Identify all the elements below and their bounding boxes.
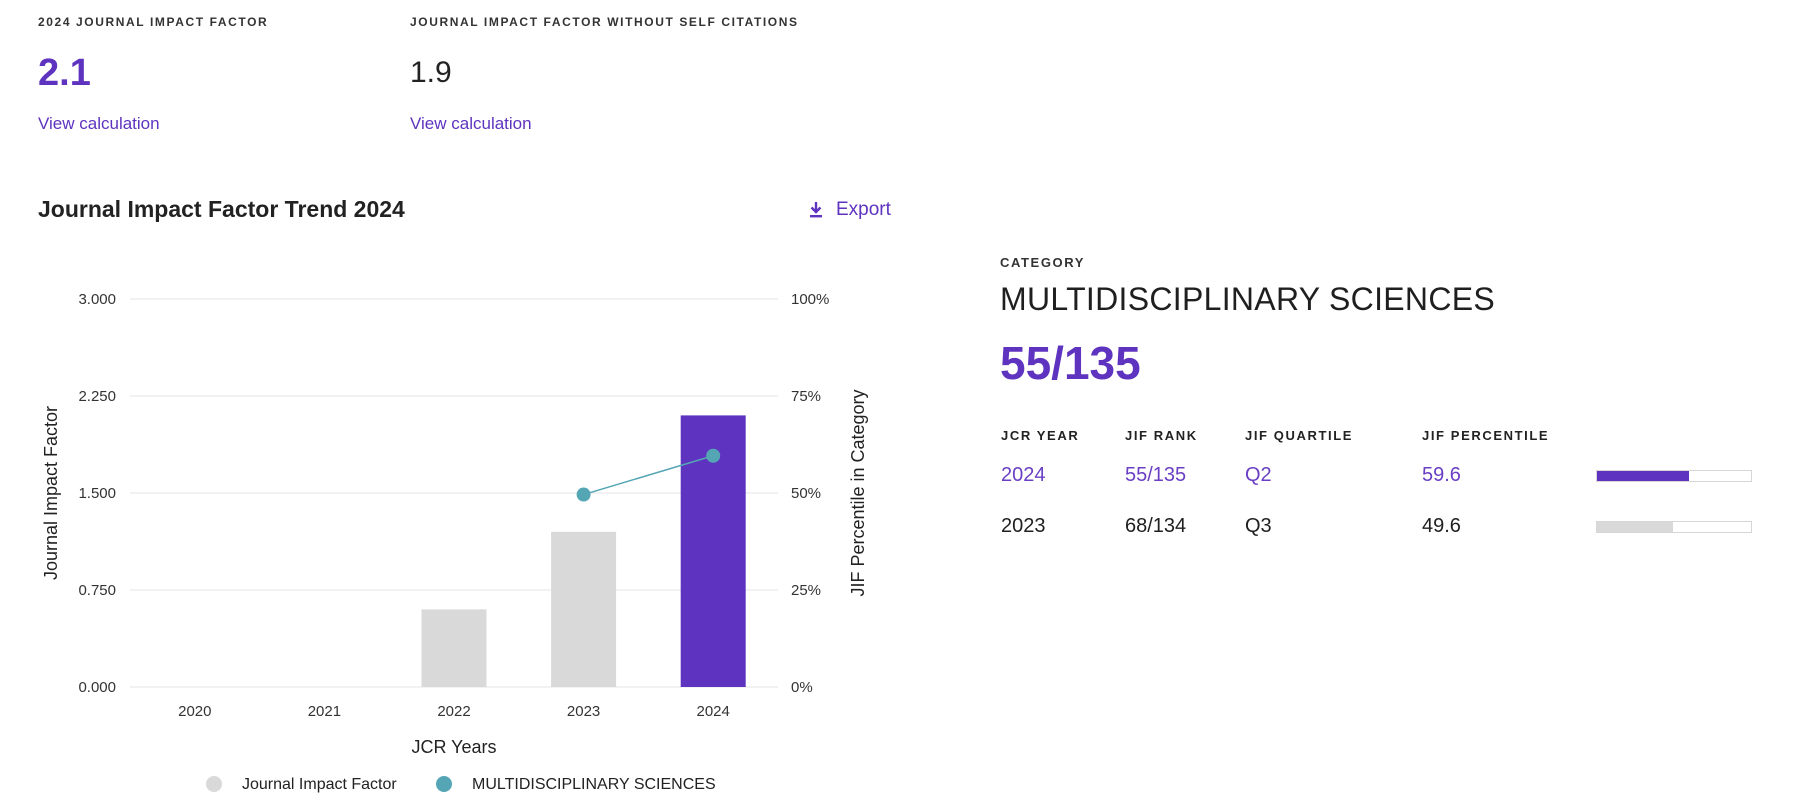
- header-jif-percentile: JIF PERCENTILE: [1422, 428, 1550, 443]
- line-point: [576, 487, 591, 502]
- row-rank: 68/134: [1125, 515, 1187, 537]
- y2-tick-label: 0%: [791, 679, 813, 696]
- y-tick-label: 0.000: [78, 679, 116, 696]
- category-name: MULTIDISCIPLINARY SCIENCES: [1000, 281, 1496, 317]
- x-tick-label: 2024: [697, 703, 730, 720]
- percentile-bar: [1596, 521, 1752, 533]
- legend-label-category: MULTIDISCIPLINARY SCIENCES: [472, 776, 716, 793]
- jif-view-calculation-link[interactable]: View calculation: [38, 114, 160, 133]
- line-point: [706, 448, 721, 463]
- row-quartile: Q3: [1245, 515, 1272, 537]
- y2-tick-label: 100%: [791, 291, 829, 308]
- category-label: CATEGORY: [1000, 255, 1086, 270]
- y-tick-label: 1.500: [78, 485, 116, 502]
- legend-label-jif: Journal Impact Factor: [242, 776, 397, 793]
- legend-marker-category: [436, 776, 452, 792]
- header-jif-quartile: JIF QUARTILE: [1245, 428, 1354, 443]
- x-tick-label: 2020: [178, 703, 211, 720]
- jif-no-self-label: JOURNAL IMPACT FACTOR WITHOUT SELF CITAT…: [410, 15, 799, 29]
- jif-no-self-value: 1.9: [410, 56, 452, 89]
- export-button[interactable]: Export: [808, 199, 891, 221]
- y-tick-label: 3.000: [78, 291, 116, 308]
- header-jif-rank: JIF RANK: [1125, 428, 1198, 443]
- bar: [421, 609, 487, 687]
- download-icon: [810, 202, 822, 218]
- x-tick-label: 2021: [308, 703, 341, 720]
- y-tick-label: 0.750: [78, 582, 116, 599]
- row-percentile: 49.6: [1422, 515, 1461, 537]
- export-label: Export: [836, 199, 891, 220]
- category-rank: 55/135: [1000, 337, 1141, 389]
- x-tick-label: 2023: [567, 703, 600, 720]
- percentile-bar: [1596, 470, 1752, 482]
- row-percentile: 59.6: [1422, 464, 1461, 486]
- header-jcr-year: JCR YEAR: [1001, 428, 1080, 443]
- row-year: 2024: [1001, 464, 1046, 486]
- jif-no-self-view-calculation-link[interactable]: View calculation: [410, 114, 532, 133]
- jif-value: 2.1: [38, 52, 91, 94]
- percentile-bar-fill: [1597, 522, 1674, 532]
- percentile-bar-fill: [1597, 471, 1689, 481]
- jif-trend-chart: 0.000 0.750 1.500 2.250 3.000 0% 25% 50% 75% 100%…: [41, 291, 868, 793]
- x-axis-title: JCR Years: [411, 737, 496, 757]
- y2-tick-label: 75%: [791, 388, 821, 405]
- x-tick-label: 2022: [437, 703, 470, 720]
- legend-marker-jif: [206, 776, 222, 792]
- row-rank: 55/135: [1125, 464, 1187, 486]
- y2-axis-title: JIF Percentile in Category: [848, 389, 868, 596]
- bar: [551, 531, 617, 687]
- y-axis-title: Journal Impact Factor: [41, 406, 61, 580]
- jif-label: 2024 JOURNAL IMPACT FACTOR: [38, 15, 269, 29]
- row-quartile: Q2: [1245, 464, 1272, 486]
- percentile-line: [583, 455, 714, 496]
- y2-tick-label: 50%: [791, 485, 821, 502]
- row-year: 2023: [1001, 515, 1046, 537]
- chart-title: Journal Impact Factor Trend 2024: [38, 196, 405, 222]
- y2-tick-label: 25%: [791, 582, 821, 599]
- y-tick-label: 2.250: [78, 388, 116, 405]
